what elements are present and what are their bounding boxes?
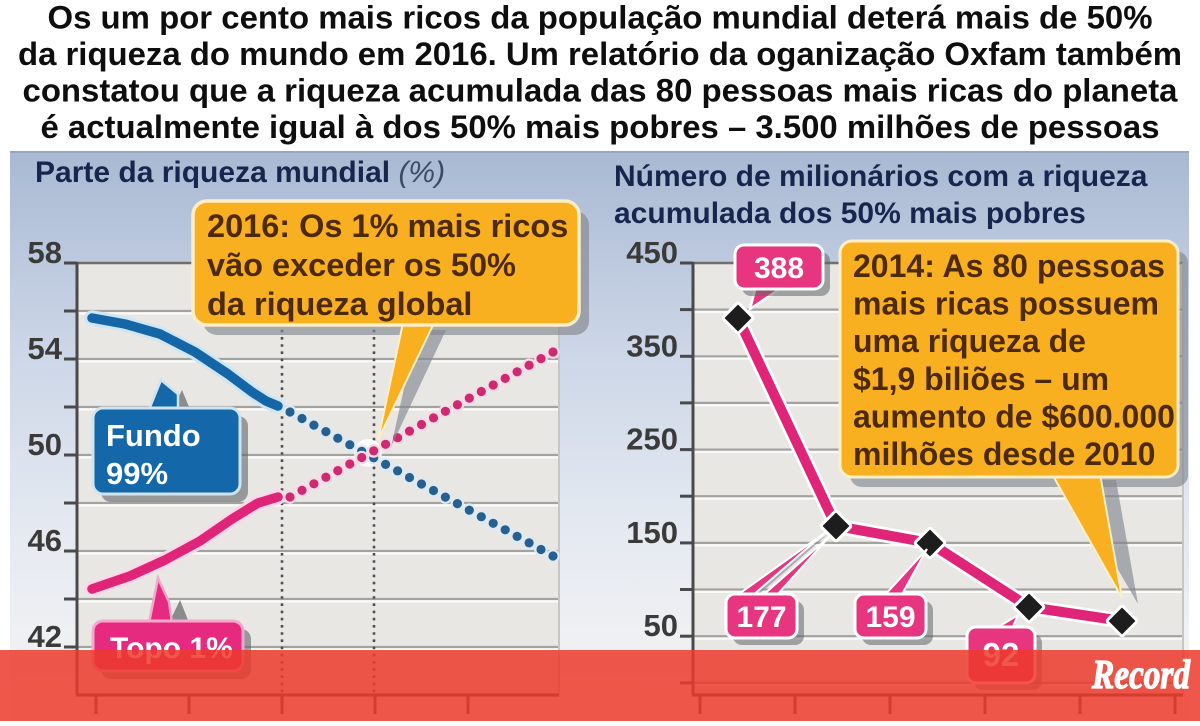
svg-text:Os um por cento mais ricos da: Os um por cento mais ricos da população … bbox=[48, 0, 1153, 36]
svg-text:450: 450 bbox=[626, 235, 678, 270]
svg-text:50: 50 bbox=[644, 608, 678, 643]
svg-text:Parte da riqueza mundial (%): Parte da riqueza mundial (%) bbox=[35, 156, 445, 189]
svg-text:uma riqueza de: uma riqueza de bbox=[853, 323, 1086, 359]
svg-text:aumento de $600.000: aumento de $600.000 bbox=[853, 398, 1175, 434]
svg-text:da riqueza do mundo em 2016. U: da riqueza do mundo em 2016. Um relatóri… bbox=[18, 36, 1182, 72]
svg-text:constatou que a riqueza acumul: constatou que a riqueza acumulada das 80… bbox=[23, 73, 1178, 109]
svg-text:54: 54 bbox=[28, 331, 63, 366]
svg-text:Número de milionários com a ri: Número de milionários com a riqueza bbox=[614, 160, 1148, 193]
svg-text:acumulada dos 50% mais pobres: acumulada dos 50% mais pobres bbox=[614, 197, 1086, 230]
svg-text:mais ricas possuem: mais ricas possuem bbox=[853, 286, 1159, 322]
svg-text:Record: Record bbox=[1091, 651, 1190, 697]
svg-text:milhões desde 2010: milhões desde 2010 bbox=[853, 436, 1155, 472]
svg-text:50: 50 bbox=[28, 427, 62, 462]
svg-text:Fundo: Fundo bbox=[106, 418, 201, 453]
svg-text:99%: 99% bbox=[106, 456, 168, 491]
svg-text:177: 177 bbox=[736, 601, 786, 634]
svg-text:159: 159 bbox=[865, 601, 915, 634]
svg-text:2014: As 80 pessoas: 2014: As 80 pessoas bbox=[853, 248, 1165, 284]
svg-text:42: 42 bbox=[28, 619, 62, 654]
svg-text:150: 150 bbox=[626, 515, 678, 550]
svg-text:58: 58 bbox=[28, 235, 62, 270]
svg-text:250: 250 bbox=[626, 422, 678, 457]
svg-text:$1,9 biliões – um: $1,9 biliões – um bbox=[853, 361, 1109, 397]
svg-text:é actualmente igual à dos 50%: é actualmente igual à dos 50% mais pobre… bbox=[41, 109, 1160, 145]
svg-text:46: 46 bbox=[28, 523, 62, 558]
svg-text:vão exceder os 50%: vão exceder os 50% bbox=[207, 247, 516, 283]
svg-text:350: 350 bbox=[626, 328, 678, 363]
svg-text:2016: Os 1% mais ricos: 2016: Os 1% mais ricos bbox=[207, 208, 568, 244]
svg-text:388: 388 bbox=[754, 252, 804, 285]
svg-text:da riqueza global: da riqueza global bbox=[207, 286, 472, 322]
